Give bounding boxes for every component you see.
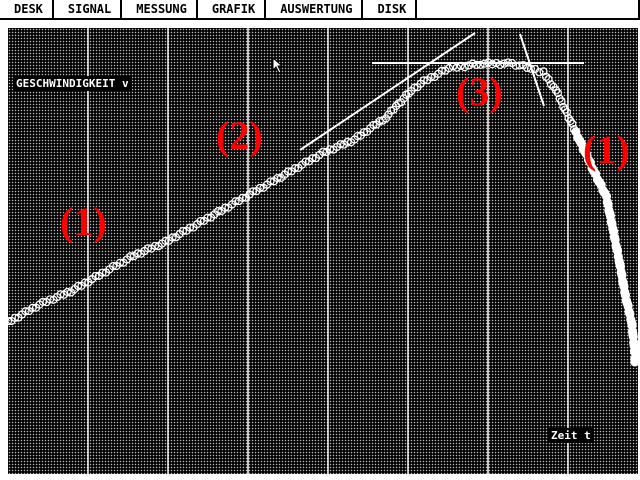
- grid-lines: [87, 28, 569, 474]
- data-point: [630, 357, 638, 367]
- data-point: [196, 216, 205, 226]
- data-point: [248, 187, 258, 196]
- data-point: [359, 128, 369, 137]
- data-point: [178, 226, 188, 236]
- tangent-line-deceleration: [519, 33, 545, 107]
- data-point: [161, 236, 170, 245]
- data-point: [488, 60, 497, 69]
- data-point: [546, 80, 556, 89]
- data-point: [231, 197, 240, 206]
- data-point: [98, 268, 107, 277]
- data-point: [553, 88, 563, 98]
- mouse-pointer-icon: [272, 57, 284, 74]
- menu-disk[interactable]: DISK: [363, 0, 418, 18]
- data-point: [419, 76, 428, 85]
- data-point: [28, 303, 37, 312]
- data-point: [168, 233, 177, 242]
- data-point: [410, 83, 419, 92]
- phase-label-1: (1): [60, 199, 107, 244]
- data-point: [437, 66, 446, 75]
- data-point: [255, 183, 265, 193]
- data-point: [56, 290, 65, 299]
- data-point: [308, 154, 317, 163]
- data-point: [515, 61, 524, 70]
- data-point: [115, 258, 125, 267]
- data-point: [8, 317, 13, 326]
- velocity-plot: [8, 28, 638, 474]
- data-point: [496, 60, 505, 69]
- data-point: [336, 140, 345, 149]
- data-point: [185, 223, 195, 232]
- data-point: [535, 68, 544, 77]
- phase-label-1b: (1): [583, 127, 630, 172]
- data-point: [126, 252, 135, 261]
- data-point: [444, 64, 454, 73]
- data-point: [426, 72, 436, 82]
- data-point: [472, 60, 481, 69]
- data-point: [283, 167, 293, 176]
- menu-auswertung[interactable]: AUSWERTUNG: [266, 0, 364, 18]
- data-point: [150, 241, 160, 251]
- data-point: [541, 72, 551, 81]
- data-point: [91, 271, 100, 281]
- data-point: [133, 249, 142, 258]
- menu-desk[interactable]: DESK: [0, 0, 54, 18]
- phase-label-3: (3): [456, 69, 503, 114]
- data-point: [325, 145, 335, 154]
- data-point: [568, 119, 577, 128]
- data-point: [343, 137, 352, 146]
- data-point: [353, 131, 362, 141]
- data-point: [318, 147, 328, 156]
- data-point: [301, 157, 310, 166]
- data-point: [557, 97, 566, 106]
- data-point: [290, 164, 300, 173]
- data-point: [404, 89, 413, 98]
- data-point: [369, 120, 378, 130]
- data-point: [108, 262, 118, 271]
- data-point: [21, 307, 30, 316]
- data-point: [45, 295, 55, 304]
- data-point: [464, 61, 473, 70]
- y-axis-label: GESCHWINDIGKEIT v: [13, 76, 132, 91]
- menu-messung[interactable]: MESSUNG: [122, 0, 198, 18]
- data-point: [273, 173, 282, 183]
- plot-canvas: [8, 28, 638, 474]
- data-points: [8, 58, 638, 367]
- menu-bar: DESK SIGNAL MESSUNG GRAFIK AUSWERTUNG DI…: [0, 0, 640, 20]
- x-axis-label: Zeit t: [548, 428, 594, 443]
- phase-label-2: (2): [216, 113, 263, 158]
- tangent-line-acceleration: [299, 32, 476, 151]
- data-point: [203, 213, 212, 222]
- data-point: [80, 278, 90, 287]
- menu-grafik[interactable]: GRAFIK: [198, 0, 267, 18]
- data-point: [220, 203, 230, 212]
- menu-signal[interactable]: SIGNAL: [54, 0, 123, 18]
- data-point: [476, 60, 485, 69]
- data-point: [452, 63, 461, 72]
- data-point: [63, 287, 72, 297]
- data-point: [73, 281, 83, 291]
- data-point: [38, 297, 48, 306]
- data-point: [238, 193, 247, 202]
- data-point: [213, 207, 223, 216]
- data-point: [143, 244, 153, 253]
- data-point: [266, 177, 275, 186]
- data-point: [10, 313, 20, 322]
